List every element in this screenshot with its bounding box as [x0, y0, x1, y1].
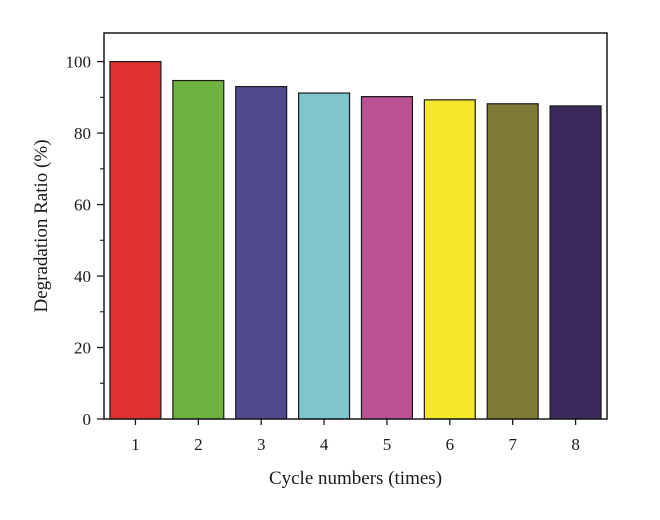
- x-tick-label: 7: [508, 435, 517, 454]
- bar-cycle-6: [423, 99, 476, 420]
- bar-cycle-7: [486, 103, 539, 420]
- y-tick-label: 20: [74, 339, 91, 358]
- y-axis-title: Degradation Ratio (%): [31, 139, 52, 312]
- bar-cycle-2: [172, 79, 225, 420]
- y-tick-label: 60: [74, 196, 91, 215]
- x-tick-label: 2: [194, 435, 203, 454]
- y-axis: 0 20 40 60 80 100: [66, 53, 104, 429]
- y-tick-label: 0: [83, 410, 92, 429]
- bar-cycle-3: [235, 86, 288, 420]
- bar-cycle-4: [298, 92, 351, 420]
- x-axis-title: Cycle numbers (times): [269, 468, 442, 489]
- bar-cycle-8: [549, 105, 602, 420]
- bar-cycle-5: [360, 96, 414, 420]
- y-tick-label: 80: [74, 124, 91, 143]
- plot-frame: [103, 32, 608, 420]
- x-tick-label: 4: [320, 435, 329, 454]
- y-tick-label: 40: [74, 267, 91, 286]
- y-tick-label: 100: [66, 53, 92, 72]
- plot-area: [109, 60, 602, 420]
- bar-cycle-1: [109, 60, 162, 420]
- x-tick-label: 3: [257, 435, 266, 454]
- x-tick-label: 5: [383, 435, 392, 454]
- x-tick-label: 8: [571, 435, 580, 454]
- x-tick-label: 6: [446, 435, 455, 454]
- x-tick-label: 1: [131, 435, 140, 454]
- x-axis: 1 2 3 4 5 6 7 8: [131, 419, 580, 454]
